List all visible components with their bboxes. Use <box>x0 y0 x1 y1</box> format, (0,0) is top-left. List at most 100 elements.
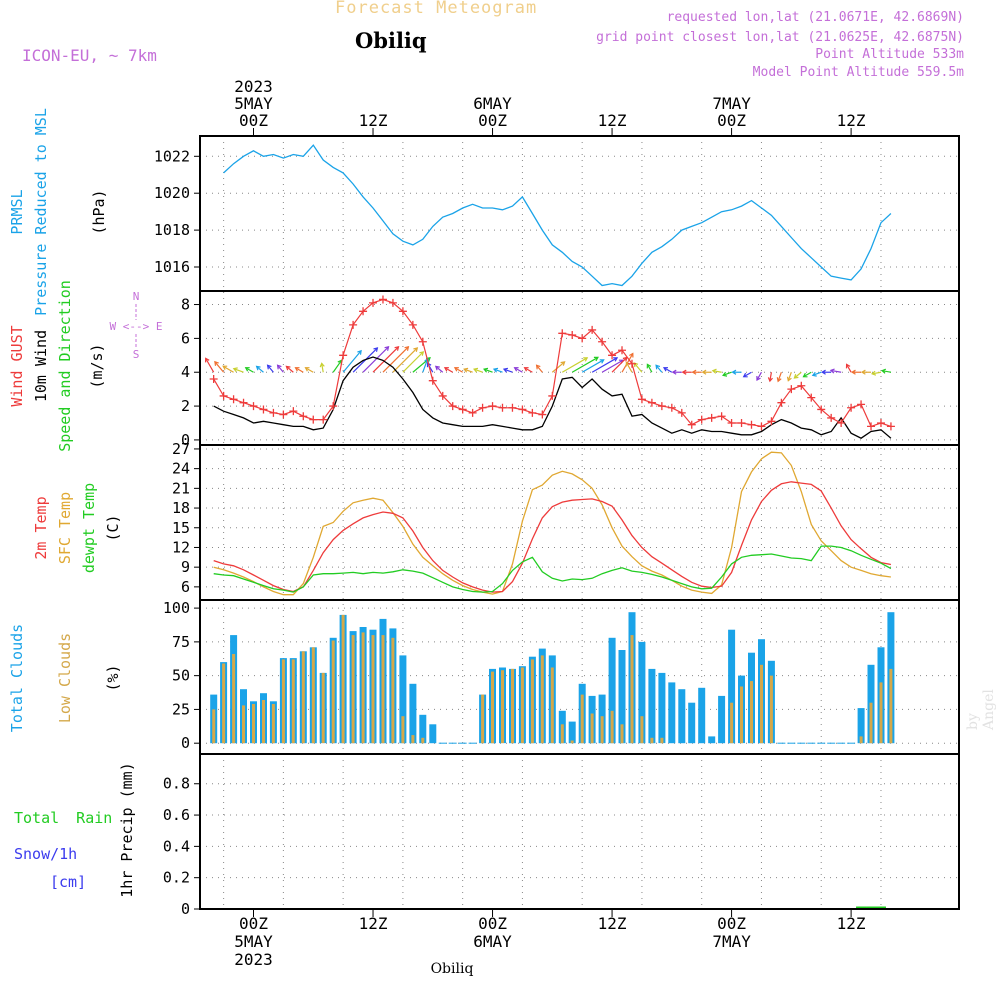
gust-marker <box>857 400 866 409</box>
wind-direction-arrow <box>286 365 294 373</box>
sfc-temp-label: SFC Temp <box>56 492 74 564</box>
bottom-time-label: 00Z <box>478 914 507 933</box>
compass-n: N <box>133 290 140 303</box>
y-tick-label: 6 <box>181 329 190 347</box>
bottom-time-label: 12Z <box>359 914 388 933</box>
low-cloud-bar <box>660 737 664 744</box>
gust-marker <box>817 405 826 414</box>
wind-direction-arrow <box>503 368 513 373</box>
station-name: Obiliq <box>355 28 427 53</box>
wind-arrow-head <box>701 369 707 375</box>
low-cloud-bar <box>371 635 375 744</box>
low-cloud-bar <box>610 710 614 744</box>
low-cloud-bar <box>491 671 494 744</box>
bottom-time-label: 00Z <box>717 914 746 933</box>
low-cloud-bar <box>511 668 514 744</box>
y-axis-label: (C) <box>104 514 122 541</box>
panel-frame-pressure <box>199 135 960 292</box>
y-tick-label: 15 <box>172 519 190 537</box>
wind-arrow-head <box>793 374 799 379</box>
low-cloud-bar <box>341 614 345 744</box>
wind-direction-arrow <box>536 364 543 373</box>
wind-direction-arrow <box>756 371 762 381</box>
gust-marker <box>508 403 517 412</box>
wind-arrow-head <box>453 367 459 372</box>
low-cloud-bar <box>620 724 624 744</box>
wind-direction-arrow <box>402 351 424 373</box>
wind-direction-arrow <box>581 359 604 373</box>
total-cloud-bar <box>568 721 576 744</box>
gust-marker <box>279 410 288 419</box>
wind-direction-arrow <box>245 367 254 373</box>
low-cloud-bar <box>760 664 763 744</box>
wind-direction-arrow <box>222 365 234 373</box>
y-axis-label: (m/s) <box>88 343 106 388</box>
y-axis-label: (%) <box>104 664 122 691</box>
top-time-label: 6MAY <box>473 94 512 113</box>
y-tick-label: 1018 <box>154 221 190 239</box>
y-tick-label: 24 <box>172 460 190 478</box>
gust-marker <box>309 415 318 424</box>
temp-2m-line <box>213 481 892 593</box>
wind-direction-arrow <box>295 367 304 373</box>
gust-marker <box>448 402 457 411</box>
gust-marker <box>747 420 756 429</box>
wind-arrow-head <box>655 364 661 370</box>
gust-marker <box>847 403 856 412</box>
wind-arrow-head <box>870 370 877 376</box>
pressure-line <box>223 144 892 287</box>
gust-marker <box>757 422 766 431</box>
wind-arrow-head <box>829 368 835 374</box>
grid-point-coords: grid point closest lon,lat (21.0625E, 42… <box>596 30 964 45</box>
low-cloud-bar <box>560 724 564 744</box>
total-cloud-bar <box>698 687 706 744</box>
wind-arrow-head <box>767 377 773 383</box>
wind-arrow-head <box>671 369 677 375</box>
wind-direction-arrow <box>463 368 473 373</box>
gust-marker <box>867 422 876 431</box>
wind-direction-arrow <box>571 356 599 373</box>
sfc-temp-line <box>213 451 891 596</box>
low-cloud-bar <box>222 663 226 744</box>
wind-arrow-head <box>629 352 634 358</box>
y-tick-label: 12 <box>172 538 190 556</box>
model-label: ICON-EU, ~ 7km <box>22 46 157 65</box>
wind-arrow-head <box>205 357 210 363</box>
wind-arrow-head <box>599 359 605 364</box>
low-cloud-bar <box>321 672 325 744</box>
wind-arrow-head <box>880 368 887 374</box>
precip-axis-label: 1hr Precip (mm) <box>118 762 136 897</box>
top-time-label: 12Z <box>598 111 627 130</box>
total-cloud-bar <box>648 668 656 744</box>
y-tick-label: 75 <box>172 633 190 651</box>
wind-direction-arrow <box>205 358 215 373</box>
low-cloud-bar <box>879 682 883 744</box>
wind-arrow-head <box>776 377 782 383</box>
wind-arrow-head <box>304 367 310 372</box>
low-cloud-bar <box>331 640 335 744</box>
gust-marker <box>209 375 218 383</box>
wind-direction-arrow <box>277 364 284 373</box>
total-cloud-bar <box>429 724 437 744</box>
wind-arrow-head <box>419 351 425 356</box>
gust-marker <box>359 307 368 316</box>
compass-s: S <box>133 348 140 361</box>
wind-arrow-head <box>756 375 761 381</box>
wind-direction-arrow <box>372 346 399 373</box>
wind-arrow-head <box>802 372 808 378</box>
gust-label: Wind GUST <box>8 325 26 406</box>
gust-marker <box>369 298 378 307</box>
y-axis-label: (hPa) <box>90 189 108 234</box>
y-tick-label: 0 <box>181 431 190 449</box>
wind-direction-arrow <box>493 368 503 373</box>
gust-marker <box>797 381 806 390</box>
gust-marker <box>438 391 447 400</box>
top-time-label: 00Z <box>478 111 507 130</box>
total-cloud-bar <box>638 641 646 744</box>
wind-direction-arrow <box>722 371 732 376</box>
top-time-label: 12Z <box>359 111 388 130</box>
low-clouds-label: Low Clouds <box>56 633 74 723</box>
wind-direction-arrow <box>625 362 633 373</box>
low-cloud-bar <box>212 709 216 744</box>
gust-marker <box>827 413 836 422</box>
